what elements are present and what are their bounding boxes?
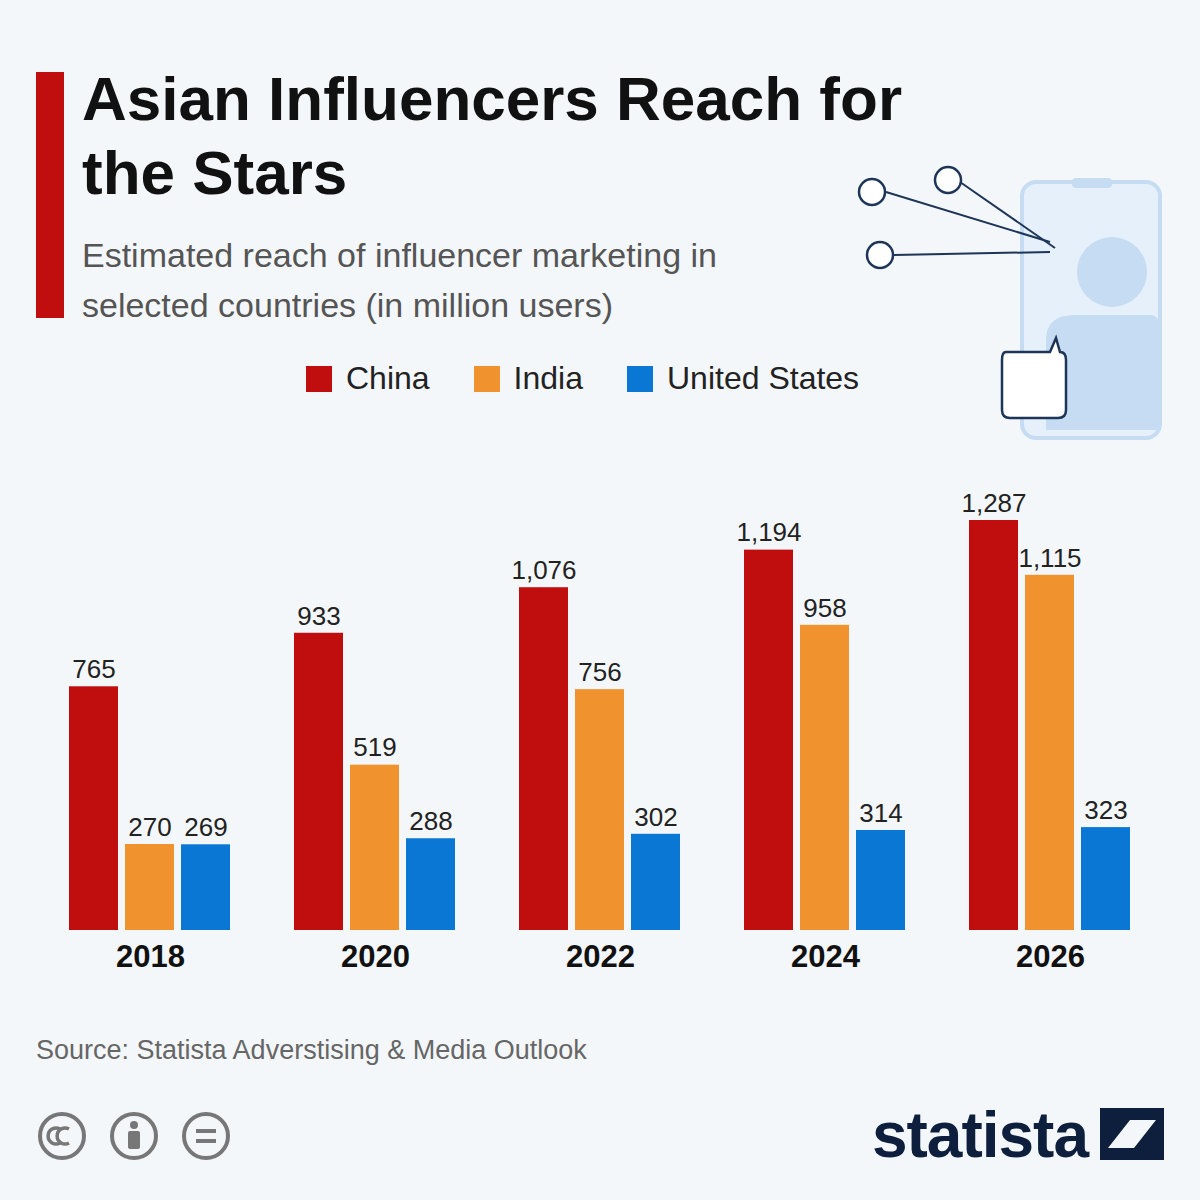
svg-text:933: 933 [297, 601, 340, 631]
html-text:statista: statista [871, 1099, 1088, 1171]
svg-text:958: 958 [803, 593, 846, 623]
svg-text:314: 314 [859, 798, 902, 828]
html-text:India: India [513, 360, 583, 396]
svg-text:756: 756 [578, 657, 621, 687]
html-text:Source: Statista Adverstising: Source: Statista Adverstising & Media Ou… [36, 1035, 587, 1065]
html-text:China: China [346, 360, 430, 396]
svg-text:1,287: 1,287 [961, 488, 1026, 518]
svg-text:2024: 2024 [791, 939, 861, 974]
svg-text:2020: 2020 [341, 939, 410, 974]
svg-text:270: 270 [128, 812, 171, 842]
svg-text:1,194: 1,194 [736, 517, 801, 547]
svg-text:2026: 2026 [1016, 939, 1085, 974]
svg-text:323: 323 [1084, 795, 1127, 825]
svg-text:269: 269 [184, 812, 227, 842]
svg-text:302: 302 [634, 802, 677, 832]
svg-text:519: 519 [353, 732, 396, 762]
svg-text:288: 288 [409, 806, 452, 836]
svg-text:2018: 2018 [116, 939, 185, 974]
svg-text:1,115: 1,115 [1018, 543, 1081, 573]
svg-text:1,076: 1,076 [511, 555, 576, 585]
html-text:Estimated reach of influencer: Estimated reach of influencer marketing … [82, 236, 717, 324]
html-text:United States: United States [667, 360, 860, 396]
svg-text:2022: 2022 [566, 939, 635, 974]
svg-text:765: 765 [72, 654, 115, 684]
html-text:Asian Influencers Reach for th: Asian Influencers Reach for the Stars [82, 64, 902, 207]
